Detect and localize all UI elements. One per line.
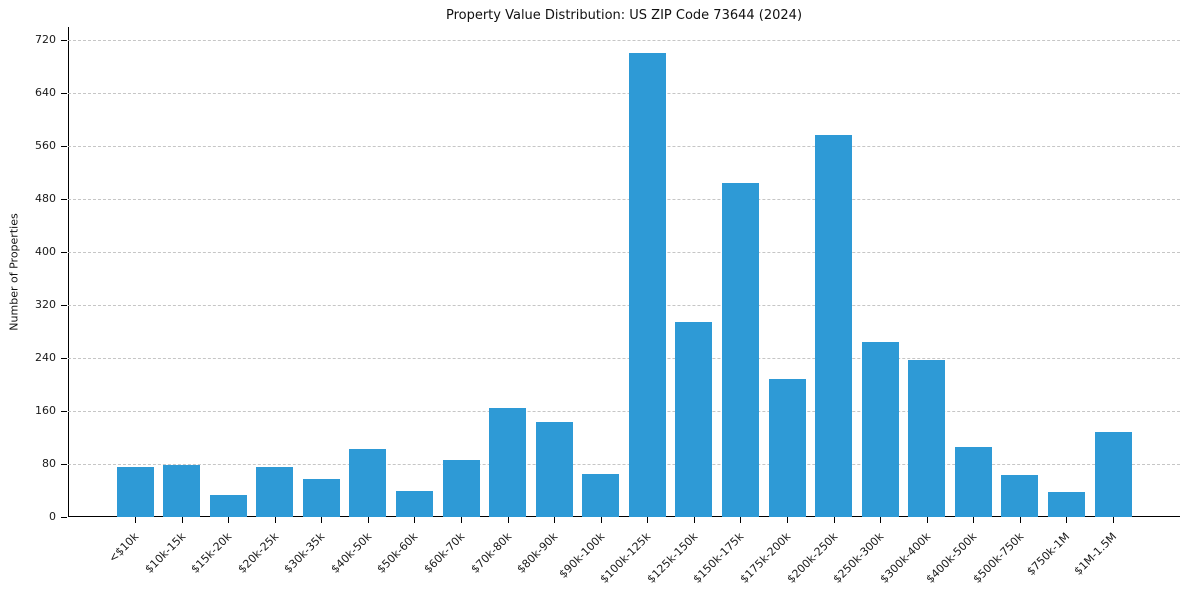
y-tick-mark xyxy=(61,305,67,306)
bar-$60k-70k xyxy=(442,460,480,517)
x-tick-mark xyxy=(554,517,556,523)
y-tick-label: 720 xyxy=(35,33,56,46)
x-tick-mark xyxy=(1019,517,1021,523)
y-tick-label: 320 xyxy=(35,298,56,311)
bar-$250k-300k xyxy=(861,342,899,517)
y-axis-spine xyxy=(68,27,69,517)
y-tick-label: 400 xyxy=(35,245,56,258)
x-tick-mark xyxy=(926,517,928,523)
x-tick-mark xyxy=(274,517,276,523)
x-tick-mark xyxy=(600,517,602,523)
x-tick-mark xyxy=(647,517,649,523)
gridline xyxy=(68,305,1180,306)
bar-$20k-25k xyxy=(256,467,294,517)
bar-$500k-750k xyxy=(1001,475,1039,517)
y-tick-mark xyxy=(61,199,67,200)
chart-title: Property Value Distribution: US ZIP Code… xyxy=(445,8,803,23)
y-tick-label: 80 xyxy=(42,457,56,470)
bar-$15k-20k xyxy=(209,495,247,517)
x-tick-mark xyxy=(321,517,323,523)
x-tick-mark xyxy=(507,517,509,523)
y-tick-mark xyxy=(61,40,67,41)
y-tick-label: 640 xyxy=(35,86,56,99)
gridline xyxy=(68,358,1180,359)
bar-$80k-90k xyxy=(535,422,573,517)
x-tick-mark xyxy=(228,517,230,523)
y-tick-mark xyxy=(61,517,67,518)
y-tick-mark xyxy=(61,411,67,412)
x-tick-mark xyxy=(135,517,136,523)
x-tick-mark xyxy=(740,517,742,523)
y-axis-label: Number of Properties xyxy=(7,213,21,331)
bar-$40k-50k xyxy=(349,448,387,517)
bar-$1M-1.5M xyxy=(1094,432,1132,517)
bar-$400k-500k xyxy=(954,446,992,517)
y-tick-mark xyxy=(61,358,67,359)
bar-$100k-125k xyxy=(628,53,666,517)
y-tick-mark xyxy=(61,93,67,94)
x-tick-mark xyxy=(367,517,369,523)
bar-$30k-35k xyxy=(302,478,340,517)
x-tick-mark xyxy=(181,517,183,523)
x-tick-mark xyxy=(1113,517,1114,523)
bar-$175k-200k xyxy=(768,379,806,517)
bar-$70k-80k xyxy=(489,407,527,517)
bar-$150k-175k xyxy=(721,183,759,517)
x-tick-mark xyxy=(461,517,462,523)
x-tick-mark xyxy=(414,517,416,523)
gridline xyxy=(68,464,1180,465)
y-tick-mark xyxy=(61,146,67,147)
x-tick-mark xyxy=(1066,517,1068,523)
y-tick-label: 480 xyxy=(35,192,56,205)
x-tick-mark xyxy=(833,517,835,523)
bar-$750k-1M xyxy=(1047,492,1085,517)
gridline xyxy=(68,146,1180,147)
x-tick-mark xyxy=(880,517,882,523)
y-tick-mark xyxy=(61,464,67,465)
y-tick-mark xyxy=(61,252,67,253)
y-tick-label: 0 xyxy=(49,510,56,523)
y-tick-label: 160 xyxy=(35,404,56,417)
x-tick-mark xyxy=(693,517,695,523)
bar-<$10k xyxy=(116,466,154,517)
gridline xyxy=(68,199,1180,200)
bar-$125k-150k xyxy=(675,322,713,517)
bar-$90k-100k xyxy=(582,473,620,517)
gridline xyxy=(68,252,1180,253)
gridline xyxy=(68,40,1180,41)
bar-$300k-400k xyxy=(908,359,946,517)
gridline xyxy=(68,411,1180,412)
bar-$10k-15k xyxy=(163,464,201,517)
x-tick-mark xyxy=(973,517,975,523)
x-axis-spine xyxy=(68,516,1180,517)
bar-$50k-60k xyxy=(395,491,433,517)
x-tick-mark xyxy=(787,517,788,523)
y-tick-label: 240 xyxy=(35,351,56,364)
bar-$200k-250k xyxy=(815,135,853,517)
gridline xyxy=(68,93,1180,94)
y-tick-label: 560 xyxy=(35,139,56,152)
plot-area: 0 80 160 240 320 400 480 560 640 720 <$10k $10k-15k… xyxy=(35,27,1180,586)
